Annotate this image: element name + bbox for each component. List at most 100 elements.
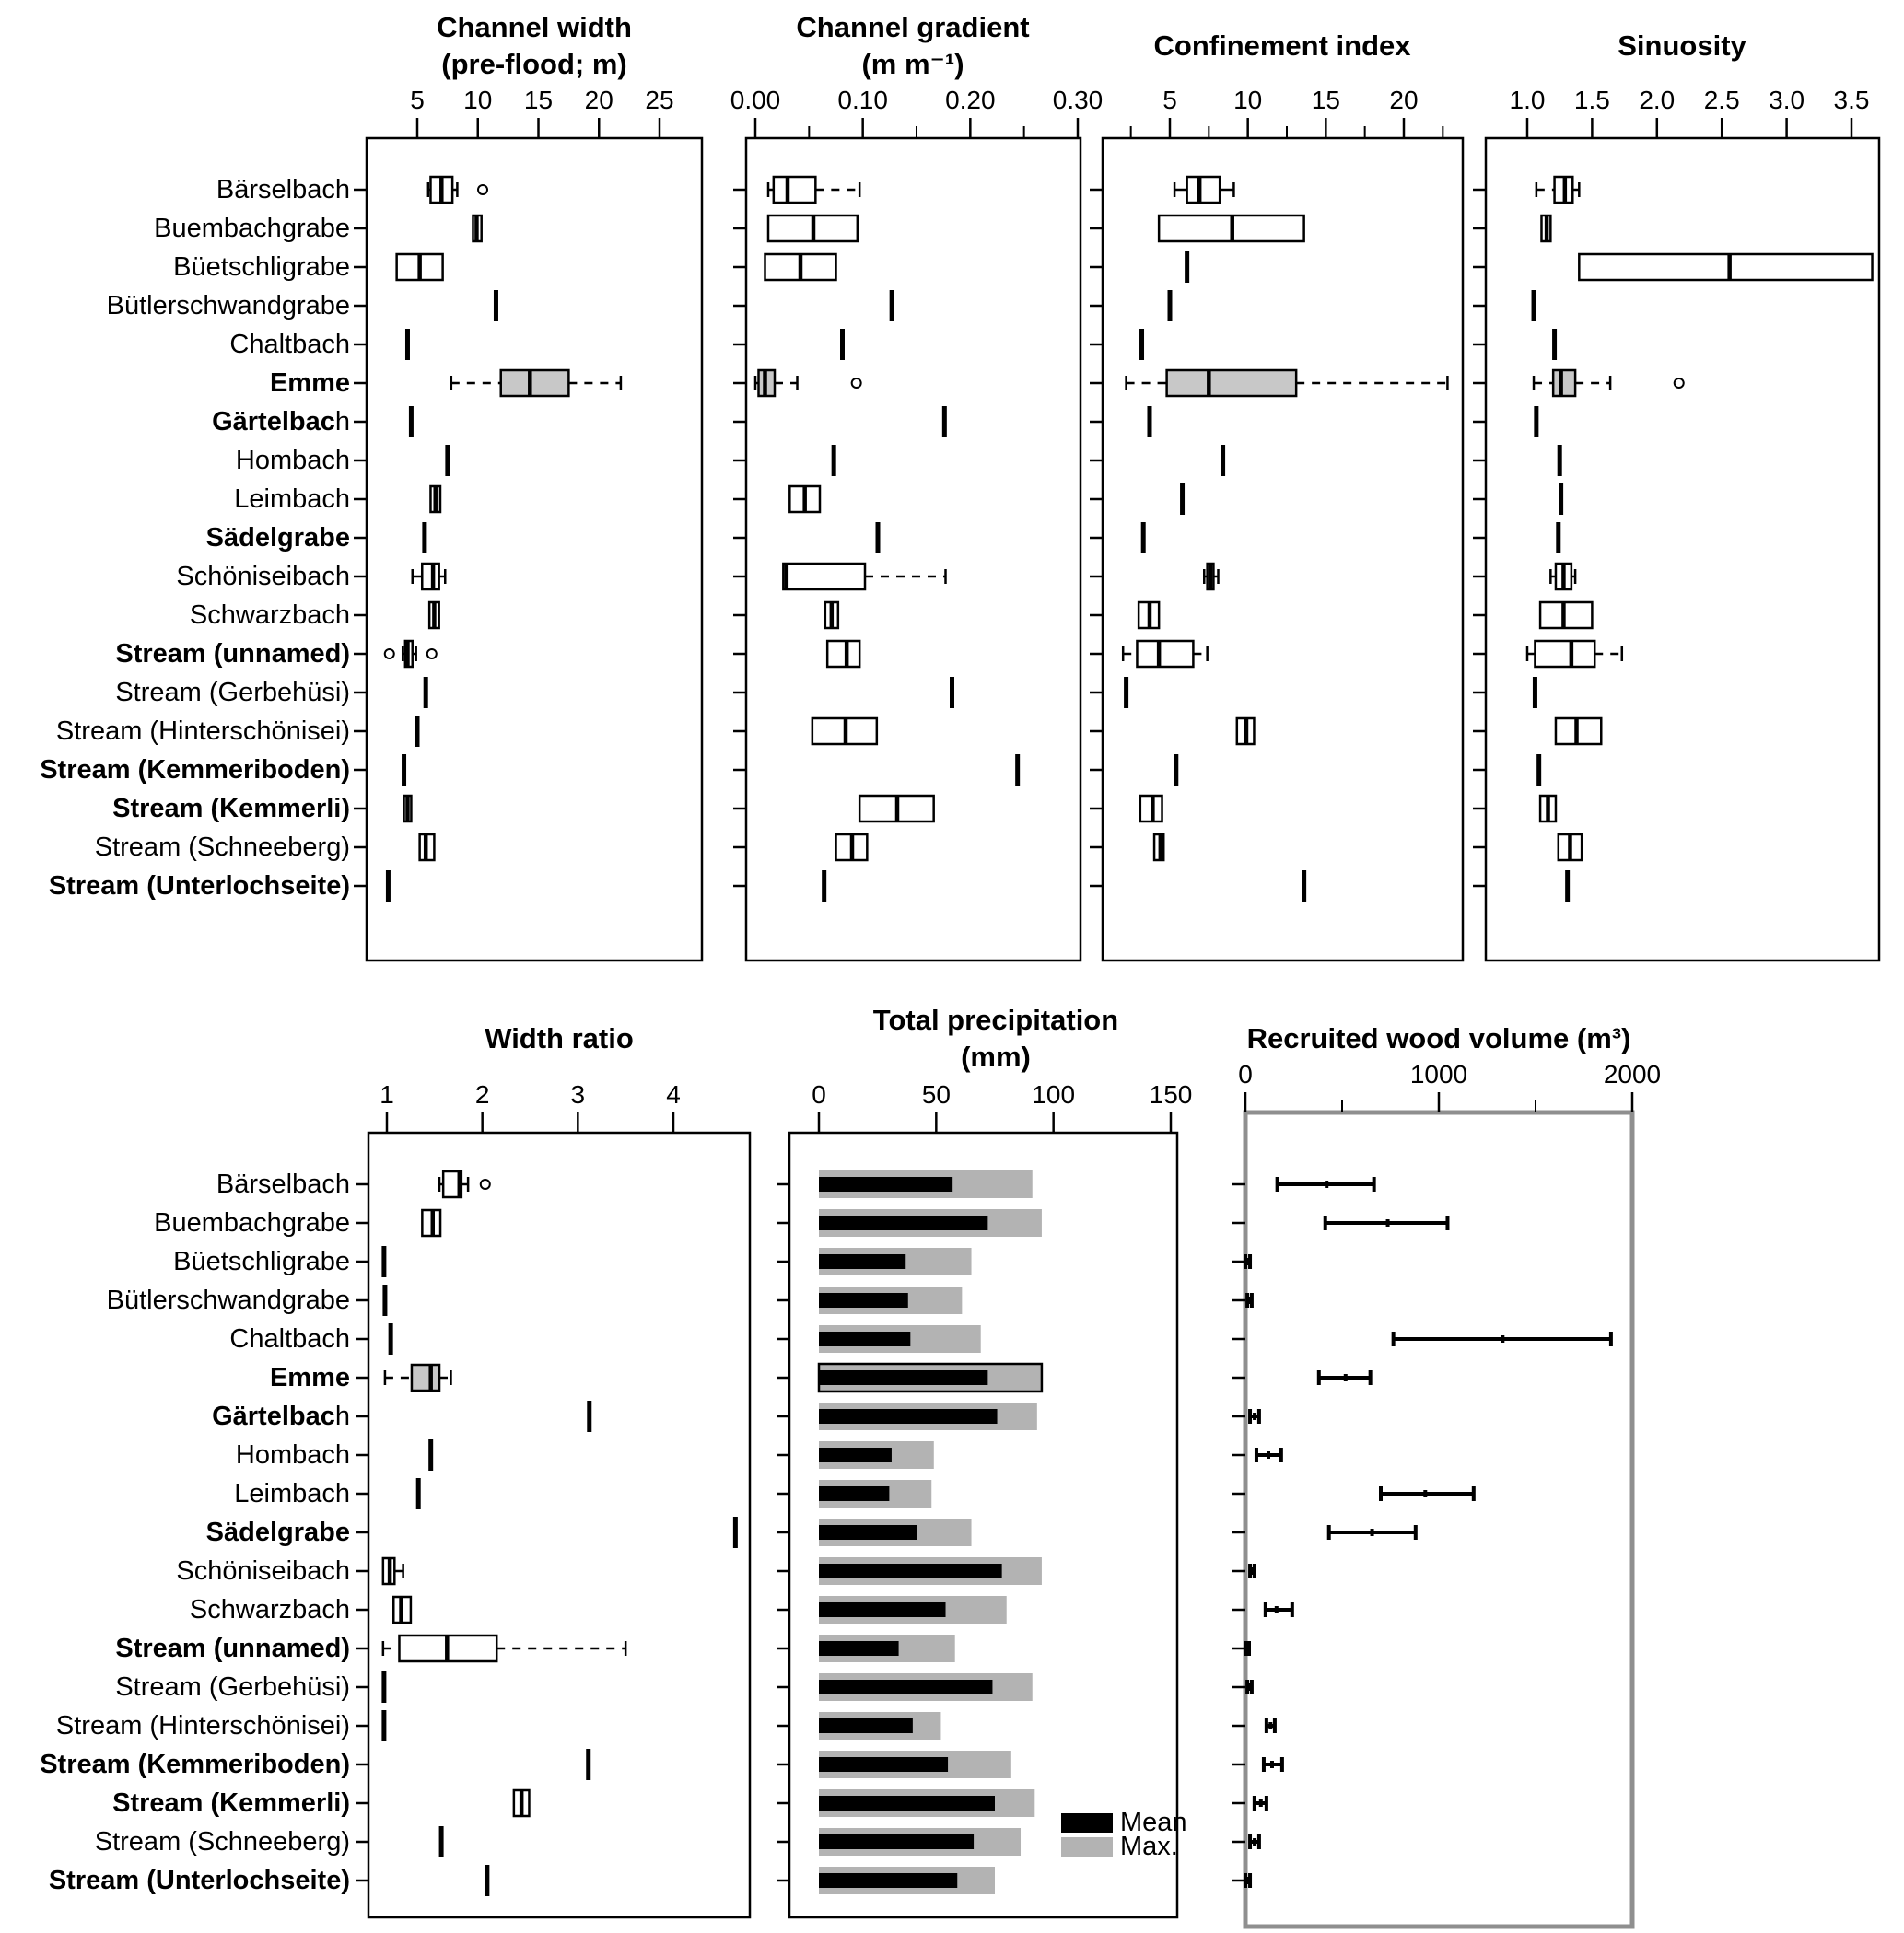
tick-label-total-precipitation: 150 (1150, 1080, 1193, 1109)
row-channel-gradient-1 (766, 214, 859, 243)
legend-row-mean: Mean (1061, 1810, 1187, 1836)
row-confinement-index-2 (1185, 251, 1190, 283)
row-channel-gradient-0 (766, 175, 861, 204)
stream-label-stream-gerbehüsi-: Stream (Gerbehüsi) (115, 678, 350, 707)
row-channel-width-6 (408, 406, 414, 437)
tick-label-sinuosity: 3.0 (1769, 86, 1805, 114)
legend-mean-swatch (1061, 1812, 1113, 1833)
row-channel-gradient-2 (764, 252, 837, 282)
row-confinement-index-8 (1180, 483, 1186, 515)
row-width-ratio-17 (438, 1826, 444, 1857)
row-recruited-wood-volume-5 (1316, 1370, 1373, 1385)
tick-label-recruited-wood-volume: 2000 (1604, 1060, 1661, 1089)
row-channel-gradient-10 (782, 562, 947, 591)
row-confinement-index-9 (1140, 522, 1146, 553)
tick-label-sinuosity: 1.0 (1510, 86, 1546, 114)
row-channel-gradient-6 (941, 406, 947, 437)
row-width-ratio-7 (428, 1439, 434, 1471)
panel-recruited-wood-volume: 0 1000 2000 (1232, 1060, 1661, 1929)
row-sinuosity-8 (1559, 483, 1564, 515)
tick-label-confinement-index: 5 (1162, 86, 1177, 114)
row-width-ratio-15 (586, 1749, 591, 1780)
row-sinuosity-13 (1532, 677, 1537, 708)
tick-label-sinuosity: 2.5 (1704, 86, 1740, 114)
row-total-precipitation-14 (819, 1712, 941, 1740)
row-channel-width-14 (415, 716, 420, 747)
row-total-precipitation-4 (819, 1325, 981, 1353)
tick-label-channel-gradient: 0.20 (945, 86, 996, 114)
stream-label-hombach: Hombach (235, 446, 350, 475)
row-channel-gradient-16 (858, 794, 935, 823)
tick-label-recruited-wood-volume: 0 (1238, 1060, 1253, 1089)
stream-label-stream-gerbehüsi-: Stream (Gerbehüsi) (115, 1672, 350, 1702)
tick-label-sinuosity: 2.0 (1639, 86, 1675, 114)
title-channel-width: Channel width (pre-flood; m) (437, 11, 632, 81)
row-channel-gradient-14 (811, 716, 879, 746)
stream-label-chaltbach: Chaltbach (229, 330, 350, 359)
row-sinuosity-11 (1538, 600, 1594, 630)
row-channel-width-10 (411, 562, 447, 591)
row-channel-gradient-3 (889, 290, 894, 321)
tick-label-channel-width: 20 (585, 86, 613, 114)
tick-label-confinement-index: 20 (1389, 86, 1418, 114)
row-channel-gradient-13 (950, 677, 954, 708)
stream-label-emme: Emme (269, 368, 350, 398)
row-channel-width-1 (472, 214, 483, 243)
stream-label-büetschligrabe: Büetschligrabe (173, 1247, 350, 1276)
row-channel-gradient-12 (825, 639, 861, 669)
row-channel-width-2 (395, 252, 444, 282)
stream-label-stream-kemmerli-: Stream (Kemmerli) (112, 1788, 350, 1818)
stream-label-gärtelbach: Gärtelbach (212, 1402, 350, 1431)
tick-label-total-precipitation: 100 (1032, 1080, 1075, 1109)
row-sinuosity-9 (1556, 522, 1561, 553)
row-recruited-wood-volume-15 (1261, 1757, 1284, 1772)
row-recruited-wood-volume-1 (1323, 1216, 1450, 1230)
tick-label-width-ratio: 2 (475, 1080, 490, 1109)
tick-label-width-ratio: 3 (571, 1080, 586, 1109)
stream-label-emme: Emme (269, 1363, 350, 1392)
row-channel-gradient-15 (1015, 754, 1021, 786)
row-recruited-wood-volume-16 (1252, 1796, 1268, 1811)
row-recruited-wood-volume-9 (1326, 1525, 1418, 1540)
row-total-precipitation-5 (817, 1362, 1044, 1393)
row-channel-width-11 (427, 600, 440, 630)
row-channel-gradient-9 (875, 522, 881, 553)
stream-label-schwarzbach: Schwarzbach (189, 1595, 350, 1624)
row-confinement-index-16 (1139, 794, 1163, 823)
stream-label-stream-kemmerli-: Stream (Kemmerli) (112, 794, 350, 823)
row-channel-width-7 (445, 445, 450, 476)
row-recruited-wood-volume-17 (1248, 1834, 1261, 1849)
row-width-ratio-4 (388, 1323, 393, 1355)
tick-label-total-precipitation: 0 (812, 1080, 826, 1109)
row-sinuosity-16 (1538, 794, 1558, 823)
row-channel-width-17 (418, 833, 436, 862)
row-sinuosity-5 (1532, 368, 1685, 398)
row-channel-gradient-18 (822, 870, 827, 902)
row-total-precipitation-2 (819, 1248, 972, 1275)
tick-label-recruited-wood-volume: 1000 (1410, 1060, 1467, 1089)
row-recruited-wood-volume-3 (1245, 1293, 1254, 1308)
row-channel-width-3 (493, 290, 498, 321)
stream-label-stream-schneeberg-: Stream (Schneeberg) (94, 833, 350, 862)
row-recruited-wood-volume-12 (1244, 1641, 1251, 1656)
row-total-precipitation-1 (819, 1209, 1042, 1237)
row-confinement-index-3 (1167, 290, 1173, 321)
stream-label-bütlerschwandgrabe: Bütlerschwandgrabe (106, 1286, 350, 1315)
title-channel-gradient: Channel gradient (m m⁻¹) (796, 11, 1030, 81)
row-recruited-wood-volume-18 (1244, 1873, 1253, 1888)
row-confinement-index-4 (1139, 329, 1145, 360)
row-channel-gradient-8 (788, 484, 822, 514)
row-total-precipitation-0 (819, 1170, 1033, 1198)
row-channel-gradient-7 (831, 445, 836, 476)
stream-label-buembachgrabe: Buembachgrabe (154, 1208, 350, 1238)
stream-label-stream-unnamed-: Stream (unnamed) (115, 639, 350, 669)
stream-label-bütlerschwandgrabe: Bütlerschwandgrabe (106, 291, 350, 320)
tick-label-channel-gradient: 0.00 (730, 86, 781, 114)
tick-label-width-ratio: 4 (666, 1080, 681, 1109)
stream-label-gärtelbach: Gärtelbach (212, 407, 350, 437)
row-width-ratio-0 (438, 1170, 491, 1199)
legend: Mean Max. (1061, 1810, 1187, 1860)
row-sinuosity-1 (1540, 214, 1552, 243)
row-confinement-index-11 (1137, 600, 1161, 630)
